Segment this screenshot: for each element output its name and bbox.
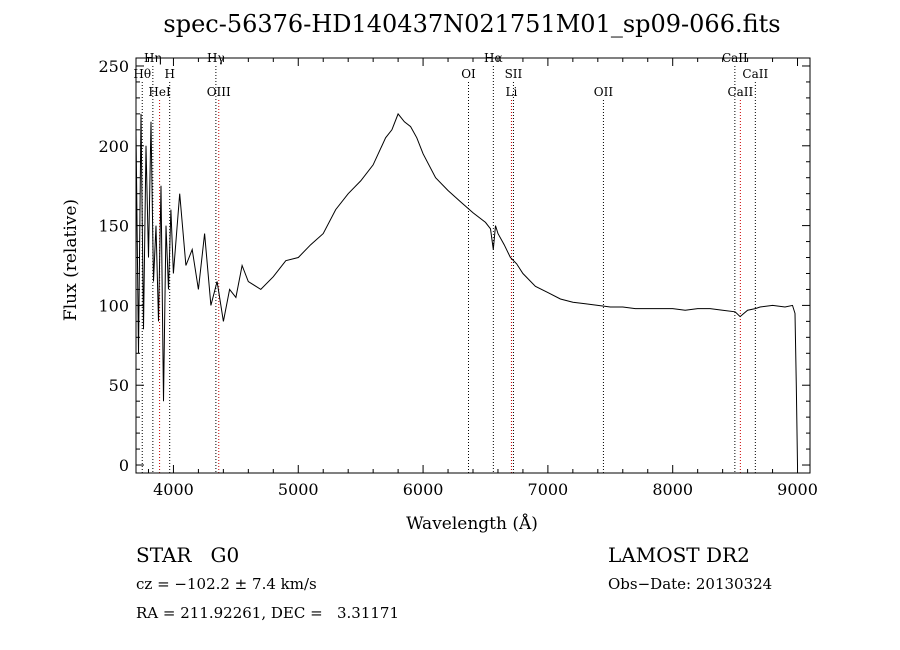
class-label: STAR [136, 543, 192, 567]
survey-label: LAMOST DR2 [608, 543, 750, 567]
spectral-line-label: OI [461, 67, 476, 81]
y-tick-label: 250 [98, 57, 129, 76]
x-tick-label: 7000 [528, 480, 569, 499]
redshift-label: cz = −102.2 ± 7.4 km/s [136, 575, 317, 593]
spectral-line-label: HeI [148, 85, 171, 99]
plot-frame [135, 57, 811, 474]
spectral-line-label: H [164, 67, 174, 81]
spectral-line-label: OII [594, 85, 614, 99]
spectral-line-label: OIII [207, 85, 231, 99]
y-tick-label: 0 [119, 456, 129, 475]
axis-ticks: 4000 5000 6000 7000 8000 9000 0 50 100 150 200 250 [98, 57, 817, 499]
spectral-line-label: Hθ [133, 67, 151, 81]
y-tick-label: 100 [98, 296, 129, 315]
x-tick-label: 4000 [153, 480, 194, 499]
spectral-line-label: Li [506, 85, 518, 99]
x-tick-label: 8000 [652, 480, 693, 499]
coordinates-label: RA = 211.92261, DEC = 3.31171 [136, 604, 400, 622]
spectrum-line [135, 112, 798, 466]
x-tick-label: 5000 [278, 480, 319, 499]
x-tick-label: 6000 [403, 480, 444, 499]
y-tick-label: 50 [109, 376, 129, 395]
object-class: STAR G0 [136, 543, 239, 567]
obs-date-label: Obs−Date: 20130324 [608, 575, 773, 593]
x-axis-label: Wavelength (Å) [406, 513, 538, 534]
y-tick-label: 200 [98, 137, 129, 156]
spectral-line-label: SII [505, 67, 523, 81]
spectral-line-label: CaII [727, 85, 753, 99]
chart-title: spec-56376-HD140437N021751M01_sp09-066.f… [163, 10, 780, 38]
x-tick-label: 9000 [777, 480, 818, 499]
y-axis-label: Flux (relative) [61, 199, 81, 321]
subclass-label: G0 [210, 543, 240, 567]
spectral-line-label: CaII [742, 67, 768, 81]
y-tick-label: 150 [98, 217, 129, 236]
